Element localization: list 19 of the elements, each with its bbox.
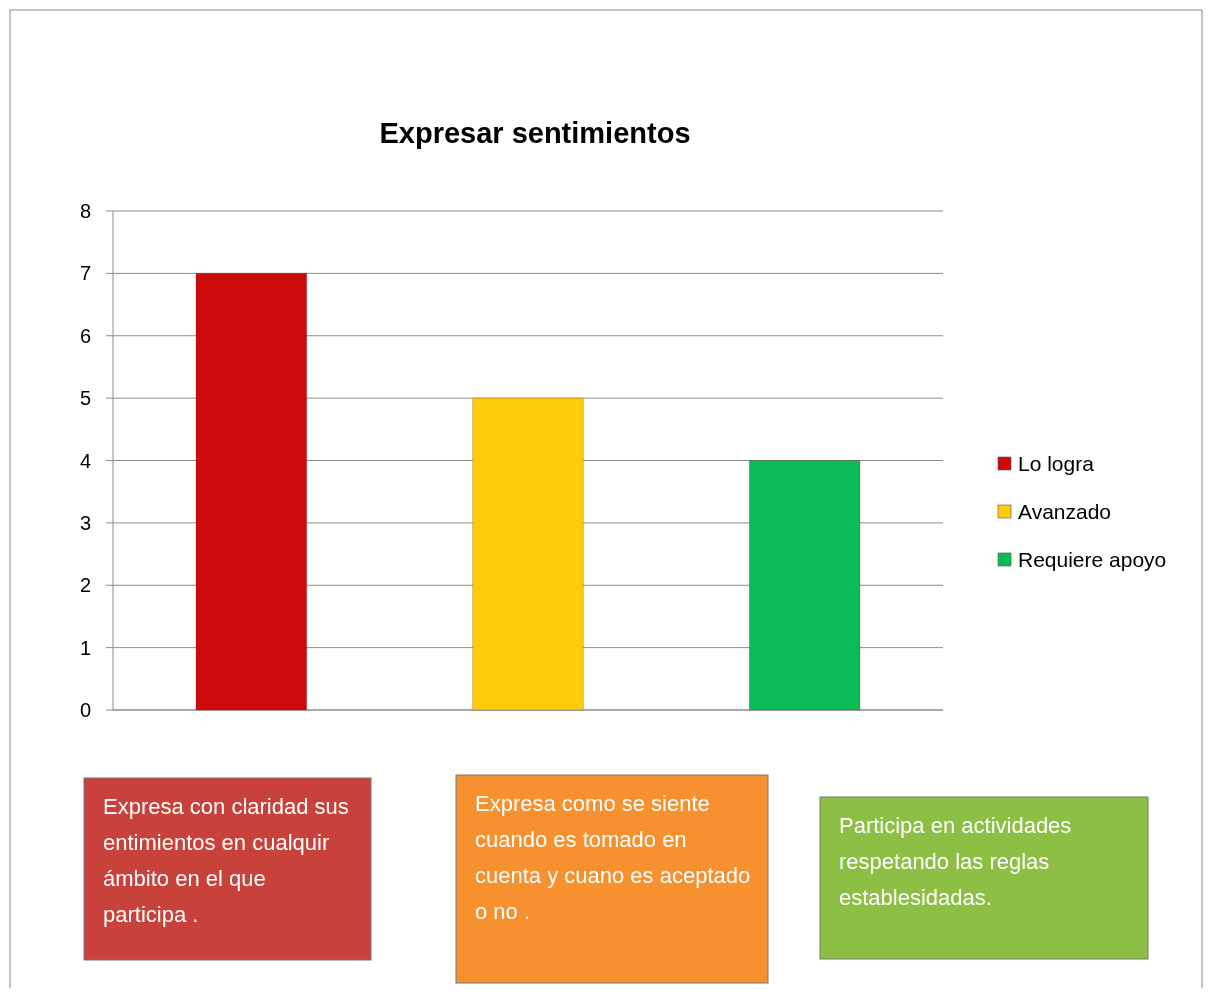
y-tick-label: 4 bbox=[79, 449, 91, 472]
chart-title: Expresar sentimientos bbox=[379, 117, 691, 149]
legend-label: Requiere apoyo bbox=[1018, 548, 1167, 572]
text: Expresa con claridad sus entimientos en cualquir ámbito en el que participa . bbox=[103, 794, 349, 927]
y-tick-label: 3 bbox=[79, 511, 91, 534]
legend-label: Lo logra bbox=[1018, 452, 1095, 476]
y-tick-label: 1 bbox=[79, 636, 91, 659]
bar bbox=[195, 272, 308, 711]
y-tick-label: 0 bbox=[79, 699, 91, 721]
y-tick-label: 8 bbox=[79, 200, 91, 222]
legend-label: Avanzado bbox=[1018, 500, 1112, 524]
text: Expresa como se siente cuando es tomado en cuenta y cuano es aceptado o no . bbox=[475, 791, 751, 924]
y-tick-label: 7 bbox=[79, 262, 91, 285]
bar bbox=[748, 460, 861, 711]
bar bbox=[472, 397, 584, 711]
y-tick-label: 5 bbox=[79, 387, 91, 410]
text: Participa en actividades respetando las reglas establesidadas. bbox=[839, 813, 1072, 910]
y-tick-label: 2 bbox=[79, 574, 91, 597]
y-tick-label: 6 bbox=[79, 324, 91, 347]
